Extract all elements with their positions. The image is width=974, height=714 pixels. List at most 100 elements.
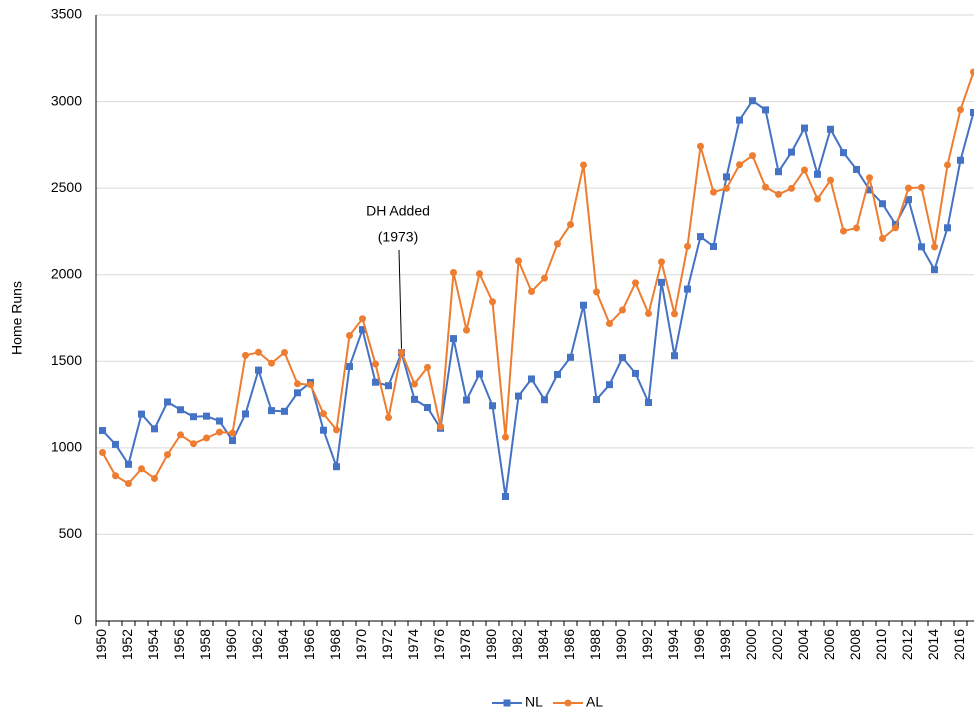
x-tick-label: 2014 <box>925 629 941 660</box>
data-point <box>606 381 613 389</box>
y-axis-label: Home Runs <box>9 281 25 355</box>
data-point <box>567 221 574 229</box>
x-tick-label: 2008 <box>847 629 863 660</box>
data-point <box>749 152 756 160</box>
data-point <box>437 423 444 431</box>
legend-label: NL <box>525 694 543 710</box>
y-tick-label: 3000 <box>51 92 82 108</box>
data-point <box>216 428 223 436</box>
data-point <box>801 124 808 132</box>
data-point <box>424 404 431 412</box>
x-tick-label: 1966 <box>301 629 317 660</box>
data-point <box>385 414 392 422</box>
data-point <box>866 186 873 194</box>
data-point <box>957 106 964 114</box>
data-point <box>723 184 730 192</box>
y-tick-label: 2000 <box>51 265 82 281</box>
y-tick-label: 3500 <box>51 6 82 22</box>
x-tick-label: 1954 <box>145 629 161 660</box>
data-point <box>489 402 496 410</box>
data-point <box>710 188 717 196</box>
data-point <box>177 431 184 439</box>
data-point <box>879 200 886 208</box>
x-tick-label: 2016 <box>951 629 967 660</box>
data-point <box>775 168 782 176</box>
data-point <box>242 410 249 418</box>
x-tick-label: 1998 <box>717 629 733 660</box>
data-point <box>203 434 210 442</box>
x-tick-label: 1960 <box>223 629 239 660</box>
x-tick-label: 2002 <box>769 629 785 660</box>
data-point <box>606 320 613 328</box>
data-point <box>632 279 639 287</box>
data-point <box>359 315 366 323</box>
data-point <box>151 425 158 433</box>
data-point <box>944 161 951 169</box>
x-tick-label: 1984 <box>535 629 551 660</box>
y-tick-label: 2500 <box>51 179 82 195</box>
y-tick-label: 500 <box>59 525 83 541</box>
data-point <box>710 242 717 250</box>
data-point <box>229 437 236 445</box>
data-point <box>359 326 366 334</box>
data-point <box>294 380 301 388</box>
data-point <box>216 417 223 425</box>
data-point <box>723 173 730 181</box>
data-point <box>463 326 470 334</box>
data-point <box>580 161 587 169</box>
data-point <box>970 108 974 116</box>
data-point <box>645 398 652 406</box>
data-point <box>125 480 132 488</box>
legend-marker <box>564 699 572 707</box>
data-point <box>515 257 522 265</box>
x-tick-label: 1972 <box>379 629 395 660</box>
data-point <box>489 298 496 306</box>
x-tick-label: 1994 <box>665 629 681 660</box>
x-tick-label: 1990 <box>613 629 629 660</box>
data-point <box>255 348 262 356</box>
x-tick-label: 1958 <box>197 629 213 660</box>
data-point <box>879 235 886 243</box>
y-tick-label: 0 <box>74 612 82 628</box>
data-point <box>749 97 756 105</box>
data-point <box>333 426 340 434</box>
data-point <box>762 106 769 114</box>
data-point <box>112 472 119 480</box>
data-point <box>697 233 704 241</box>
data-point <box>541 274 548 282</box>
data-point <box>762 183 769 191</box>
data-point <box>528 375 535 383</box>
y-tick-label: 1000 <box>51 439 82 455</box>
data-point <box>515 392 522 400</box>
data-point <box>411 395 418 403</box>
data-point <box>671 352 678 360</box>
x-tick-label: 1996 <box>691 629 707 660</box>
data-point <box>268 359 275 367</box>
data-point <box>281 407 288 415</box>
data-point <box>632 369 639 377</box>
data-point <box>970 68 974 76</box>
x-tick-label: 1978 <box>457 629 473 660</box>
data-point <box>138 465 145 473</box>
data-point <box>788 184 795 192</box>
data-point <box>567 353 574 361</box>
data-point <box>827 125 834 133</box>
data-point <box>268 407 275 415</box>
data-point <box>398 348 405 356</box>
x-tick-label: 1976 <box>431 629 447 660</box>
data-point <box>307 381 314 389</box>
x-tick-label: 2010 <box>873 629 889 660</box>
data-point <box>684 242 691 250</box>
data-point <box>554 370 561 378</box>
data-point <box>801 166 808 174</box>
data-point <box>463 396 470 404</box>
data-point <box>697 142 704 150</box>
x-tick-label: 1950 <box>93 629 109 660</box>
data-point <box>112 440 119 448</box>
data-point <box>684 285 691 293</box>
series-line <box>101 99 974 497</box>
data-point <box>892 224 899 232</box>
data-point <box>99 427 106 435</box>
data-point <box>281 348 288 356</box>
data-point <box>424 363 431 371</box>
